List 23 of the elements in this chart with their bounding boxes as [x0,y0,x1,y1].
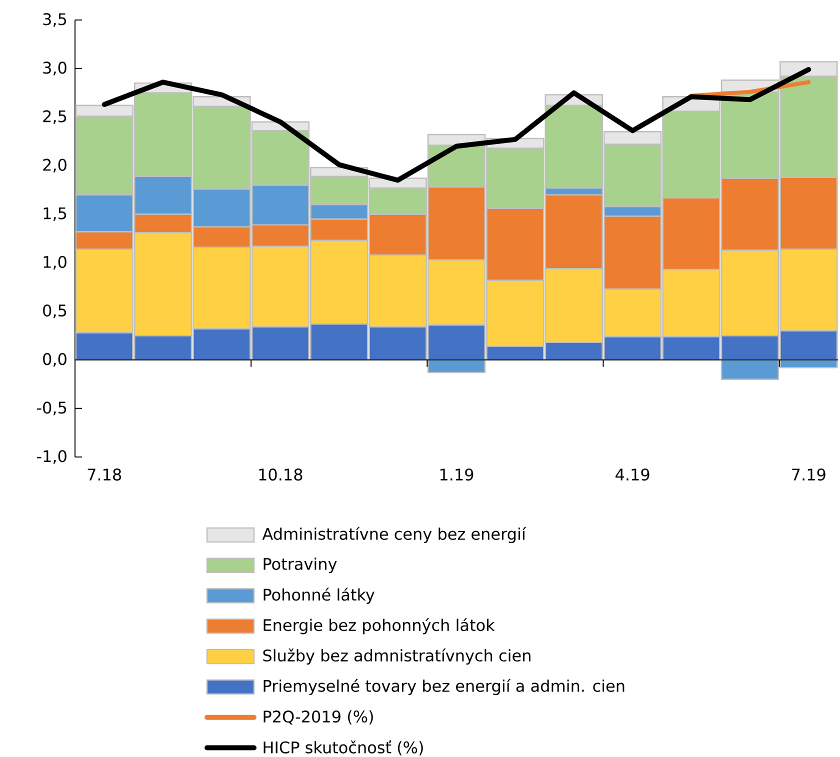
x-tick-label: 7.18 [88,468,122,481]
legend-label: Energie bez pohonných látok [264,618,495,634]
y-tick-label: 3,0 [43,62,66,76]
y-tick-label: -1,0 [37,450,66,464]
legend-label: Potraviny [264,558,337,574]
x-tick-label: 1.19 [440,468,474,481]
y-tick-label: 1,5 [44,207,66,221]
y-tick-label: 3,5 [43,13,66,27]
legend-label: HICP skutočnosť (%) [264,740,423,756]
y-tick-label: 0,5 [43,304,66,318]
x-tick-label: 10.18 [259,468,302,481]
legend-label: Administratívne ceny bez energií [262,526,526,544]
y-tick-label: 2,0 [43,158,66,173]
legend-label: P2Q-2019 (%) [264,710,373,724]
legend-label: Pohonné látky [264,588,374,604]
y-tick-label: 2,5 [43,110,66,124]
legend-label: Služby bez admnistratívnych cien [263,648,530,665]
y-tick-label: 0,0 [43,353,66,367]
x-tick-label: 7.19 [792,468,826,481]
y-tick-label: 1,0 [44,256,66,270]
x-tick-label: 4.19 [616,468,650,481]
y-tick-label: -0,5 [37,402,66,416]
legend-label: Priemyselné tovary bez energií a admin. cien [264,678,624,696]
